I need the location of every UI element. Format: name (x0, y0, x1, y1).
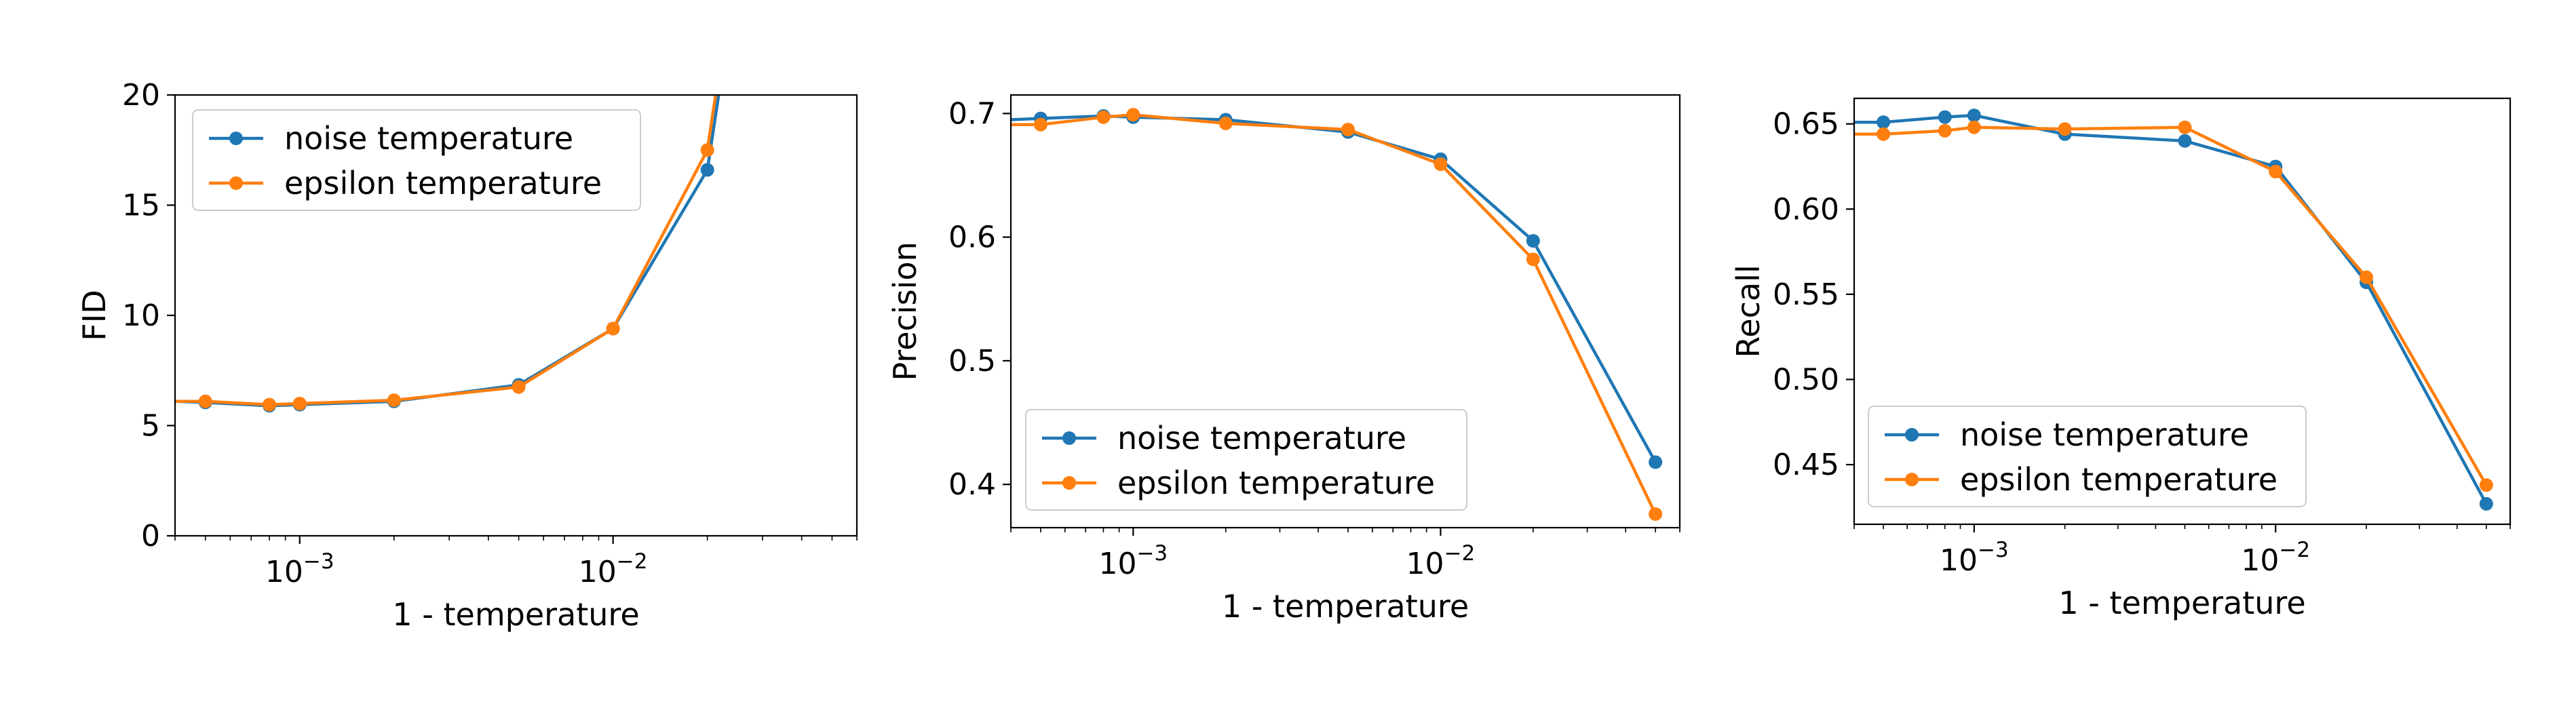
legend-label-epsilon: epsilon temperature (1960, 461, 2277, 498)
data-point (2479, 496, 2493, 511)
data-point (2269, 165, 2283, 179)
y-axis-label: Precision (887, 241, 923, 380)
legend-marker-epsilon (229, 176, 243, 190)
series-epsilon (175, 95, 718, 412)
chart-panel-precision: 0.40.50.60.710−3 10−21 - temperaturePreci… (887, 94, 1681, 625)
x-tick-base: 10 (1406, 547, 1444, 581)
y-tick-label: 10 (122, 298, 160, 333)
x-tick-exponent: −3 (1136, 541, 1168, 566)
legend-box (192, 109, 641, 211)
data-point (1938, 110, 1952, 124)
x-tick-exponent: −2 (2279, 538, 2310, 562)
y-tick-label: 0.45 (1773, 448, 1839, 482)
data-point (1126, 108, 1140, 122)
data-point (2479, 478, 2493, 492)
legend-box (1868, 406, 2307, 507)
x-tick-exponent: −3 (1978, 538, 2009, 562)
data-point (263, 397, 277, 412)
series-epsilon (1011, 108, 1663, 521)
data-point (1434, 157, 1448, 172)
x-tick-exponent: −2 (1444, 541, 1476, 566)
x-tick-label: 10−2 (579, 549, 648, 589)
data-point (1967, 120, 1981, 134)
data-point (2058, 122, 2072, 136)
x-tick-exponent: −2 (617, 549, 648, 574)
legend-box (1025, 409, 1467, 511)
y-axis-label: Recall (1730, 265, 1767, 357)
x-tick-label: 10−2 (2241, 538, 2310, 578)
x-tick-base: 10 (1098, 547, 1136, 581)
data-point (1096, 110, 1111, 124)
axes-frame (1010, 94, 1681, 529)
data-point (700, 163, 714, 177)
legend-marker-noise (1905, 428, 1919, 442)
axes-frame (1853, 97, 2512, 526)
legend-label-epsilon: epsilon temperature (284, 165, 602, 201)
legend-marker-noise (229, 132, 243, 145)
data-point (512, 380, 526, 394)
legend-label-noise: noise temperature (284, 120, 573, 157)
x-tick-label: 10−3 (1098, 541, 1168, 581)
y-axis-label: FID (76, 290, 113, 340)
data-point (1649, 455, 1663, 469)
legend-label-noise: noise temperature (1117, 420, 1406, 456)
legend-marker-epsilon (1062, 476, 1076, 490)
data-point (700, 143, 714, 157)
legend: noise temperature epsilon temperature (1025, 409, 1467, 511)
y-tick-label: 0 (141, 519, 160, 553)
legend: noise temperature epsilon temperature (1868, 406, 2307, 507)
legend-label-noise: noise temperature (1960, 416, 2249, 453)
data-point (1526, 234, 1540, 248)
data-point (2178, 134, 2192, 148)
x-tick-base: 10 (2241, 543, 2279, 578)
x-axis-label: 1 - temperature (1222, 588, 1469, 625)
legend: noise temperature epsilon temperature (192, 109, 641, 211)
data-point (1938, 123, 1952, 138)
legend-marker-noise (1062, 431, 1076, 445)
data-point (1341, 123, 1356, 137)
data-point (1526, 252, 1540, 267)
y-tick-label: 0.5 (948, 344, 996, 378)
data-point (2178, 120, 2192, 134)
data-point (1877, 115, 1891, 130)
data-point (2359, 270, 2373, 284)
series-epsilon (1854, 120, 2493, 492)
data-point (387, 393, 401, 408)
data-point (1967, 109, 1981, 123)
data-point (292, 397, 307, 410)
data-point (1218, 116, 1233, 130)
x-axis-label: 1 - temperature (2058, 585, 2305, 621)
y-tick-label: 20 (122, 78, 160, 113)
x-tick-base: 10 (265, 555, 303, 589)
data-point (1877, 127, 1891, 141)
y-tick-label: 15 (122, 189, 160, 223)
legend-label-epsilon: epsilon temperature (1117, 465, 1435, 501)
y-tick-label: 0.65 (1773, 107, 1839, 142)
x-tick-label: 10−2 (1406, 541, 1476, 581)
y-tick-label: 5 (141, 409, 160, 444)
data-point (1649, 507, 1663, 521)
y-tick-label: 0.55 (1773, 277, 1839, 312)
x-tick-exponent: −3 (303, 549, 334, 574)
legend-marker-epsilon (1905, 473, 1919, 486)
x-tick-base: 10 (1940, 543, 1978, 578)
y-tick-label: 0.60 (1773, 192, 1839, 227)
data-point (1033, 117, 1047, 132)
x-tick-label: 10−3 (1940, 538, 2009, 578)
y-tick-label: 0.7 (948, 96, 996, 131)
x-tick-base: 10 (579, 555, 617, 589)
x-tick-label: 10−3 (265, 549, 334, 589)
y-tick-label: 0.6 (948, 220, 996, 255)
x-axis-label: 1 - temperature (392, 596, 639, 633)
data-point (198, 394, 212, 408)
y-tick-label: 0.50 (1773, 362, 1839, 397)
y-tick-label: 0.4 (948, 467, 996, 502)
data-point (606, 321, 620, 336)
